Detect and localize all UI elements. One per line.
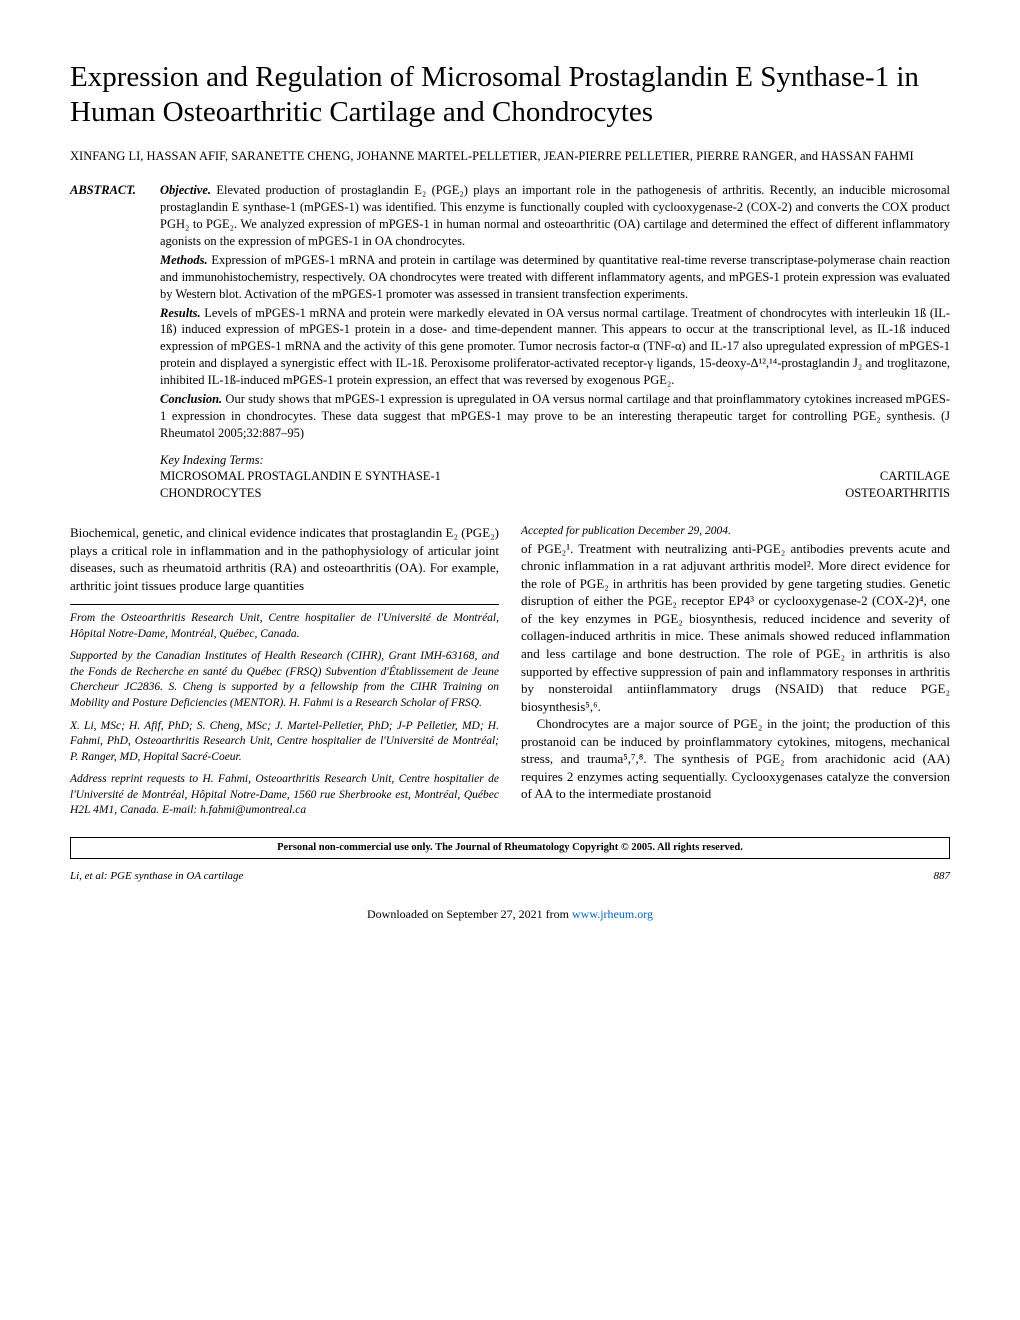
- conclusion-text: Our study shows that mPGES-1 expression …: [160, 392, 950, 440]
- page-number: 887: [934, 869, 951, 884]
- key-term: OSTEOARTHRITIS: [845, 485, 950, 502]
- key-indexing-terms: Key Indexing Terms: MICROSOMAL PROSTAGLA…: [160, 452, 950, 503]
- download-link[interactable]: www.jrheum.org: [572, 907, 653, 921]
- body-paragraph: of PGE₂¹. Treatment with neutralizing an…: [521, 540, 950, 715]
- affiliation-reprint: Address reprint requests to H. Fahmi, Os…: [70, 772, 499, 819]
- body-columns: Biochemical, genetic, and clinical evide…: [70, 524, 950, 818]
- conclusion-heading: Conclusion.: [160, 392, 222, 406]
- objective-text: Elevated production of prostaglandin E₂ …: [160, 183, 950, 248]
- affiliation-from: From the Osteoarthritis Research Unit, C…: [70, 611, 499, 642]
- page-footer: Li, et al: PGE synthase in OA cartilage …: [70, 869, 950, 884]
- methods-text: Expression of mPGES-1 mRNA and protein i…: [160, 253, 950, 301]
- key-term: MICROSOMAL PROSTAGLANDIN E SYNTHASE-1: [160, 468, 441, 485]
- affiliation-authors: X. Li, MSc; H. Afif, PhD; S. Cheng, MSc;…: [70, 719, 499, 766]
- key-term: CARTILAGE: [880, 468, 950, 485]
- abstract-body: Objective. Elevated production of prosta…: [160, 182, 950, 502]
- running-head: Li, et al: PGE synthase in OA cartilage: [70, 869, 243, 884]
- abstract-block: ABSTRACT. Objective. Elevated production…: [70, 182, 950, 502]
- download-notice: Downloaded on September 27, 2021 from ww…: [70, 906, 950, 922]
- affiliation-accepted: Accepted for publication December 29, 20…: [521, 524, 950, 540]
- results-text: Levels of mPGES-1 mRNA and protein were …: [160, 306, 950, 388]
- key-terms-label: Key Indexing Terms:: [160, 452, 950, 469]
- objective-heading: Objective.: [160, 183, 211, 197]
- download-prefix: Downloaded on September 27, 2021 from: [367, 907, 572, 921]
- article-title: Expression and Regulation of Microsomal …: [70, 60, 950, 130]
- body-paragraph: Chondrocytes are a major source of PGE₂ …: [521, 715, 950, 803]
- methods-heading: Methods.: [160, 253, 208, 267]
- affiliation-support: Supported by the Canadian Institutes of …: [70, 649, 499, 711]
- intro-paragraph: Biochemical, genetic, and clinical evide…: [70, 524, 499, 594]
- authors-list: XINFANG LI, HASSAN AFIF, SARANETTE CHENG…: [70, 148, 950, 165]
- abstract-label: ABSTRACT.: [70, 182, 160, 502]
- results-heading: Results.: [160, 306, 201, 320]
- key-term: CHONDROCYTES: [160, 485, 261, 502]
- copyright-notice: Personal non-commercial use only. The Jo…: [70, 837, 950, 859]
